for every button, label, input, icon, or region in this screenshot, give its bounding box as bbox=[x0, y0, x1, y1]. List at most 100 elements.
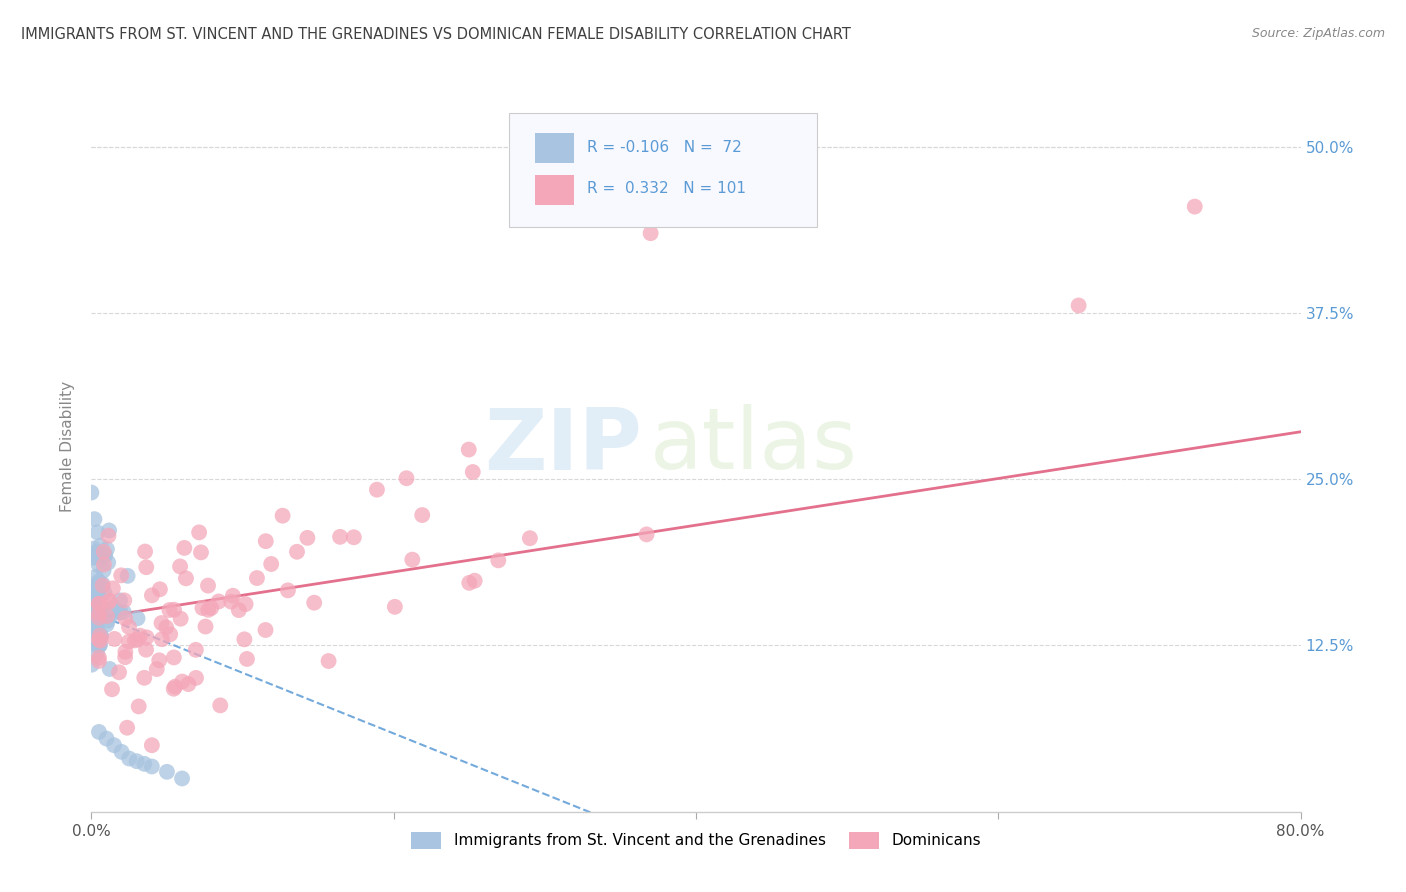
Point bbox=[219, 595, 242, 609]
Point bbox=[157, 603, 180, 617]
Point bbox=[254, 534, 277, 549]
Point bbox=[84, 549, 107, 563]
Point bbox=[172, 674, 194, 689]
Point bbox=[90, 610, 112, 624]
Point bbox=[98, 662, 121, 676]
Point bbox=[93, 545, 115, 559]
Point bbox=[112, 593, 135, 607]
Point bbox=[91, 577, 114, 591]
Point bbox=[114, 645, 136, 659]
Point bbox=[89, 601, 111, 615]
Point bbox=[84, 614, 107, 628]
Point bbox=[208, 594, 231, 608]
Point bbox=[94, 548, 117, 562]
Point bbox=[89, 633, 111, 648]
Point bbox=[222, 589, 245, 603]
Point bbox=[89, 576, 111, 591]
Point bbox=[83, 584, 105, 599]
Point bbox=[169, 612, 191, 626]
Point bbox=[159, 627, 181, 641]
Point bbox=[118, 751, 141, 765]
Point bbox=[127, 632, 149, 647]
Point bbox=[87, 607, 110, 621]
Point bbox=[519, 531, 541, 545]
Point bbox=[91, 578, 114, 592]
Point bbox=[87, 640, 110, 654]
Text: ZIP: ZIP bbox=[484, 404, 641, 488]
Point bbox=[87, 576, 110, 591]
Point bbox=[103, 600, 125, 615]
Point bbox=[173, 541, 195, 555]
Point bbox=[135, 642, 157, 657]
Point bbox=[401, 552, 423, 566]
Point bbox=[110, 568, 132, 582]
Point bbox=[90, 629, 112, 643]
Point bbox=[94, 549, 117, 563]
Point bbox=[194, 619, 217, 633]
Point bbox=[260, 557, 283, 571]
Point bbox=[395, 471, 418, 485]
Point bbox=[148, 653, 170, 667]
Point bbox=[228, 603, 250, 617]
Point bbox=[318, 654, 340, 668]
FancyBboxPatch shape bbox=[536, 175, 574, 204]
Point bbox=[86, 647, 108, 661]
Point bbox=[169, 559, 191, 574]
Point bbox=[100, 607, 122, 622]
Point bbox=[155, 620, 177, 634]
Point bbox=[125, 754, 148, 768]
Point bbox=[141, 738, 163, 752]
Point bbox=[191, 601, 214, 615]
Point bbox=[163, 603, 186, 617]
Text: Source: ZipAtlas.com: Source: ZipAtlas.com bbox=[1251, 27, 1385, 40]
Point bbox=[197, 579, 219, 593]
Point bbox=[145, 662, 167, 676]
Point bbox=[134, 671, 156, 685]
Point bbox=[98, 524, 121, 538]
Point bbox=[83, 588, 105, 602]
Text: IMMIGRANTS FROM ST. VINCENT AND THE GRENADINES VS DOMINICAN FEMALE DISABILITY CO: IMMIGRANTS FROM ST. VINCENT AND THE GREN… bbox=[21, 27, 851, 42]
FancyBboxPatch shape bbox=[509, 113, 817, 227]
Point bbox=[115, 721, 138, 735]
Point bbox=[96, 609, 118, 624]
Point bbox=[172, 772, 194, 786]
Point bbox=[486, 553, 509, 567]
Point bbox=[271, 508, 294, 523]
Point bbox=[246, 571, 269, 585]
Point bbox=[114, 611, 136, 625]
Point bbox=[163, 650, 186, 665]
Point bbox=[87, 597, 110, 611]
Point bbox=[1067, 298, 1090, 312]
Point bbox=[163, 681, 186, 696]
Point bbox=[343, 530, 366, 544]
Point bbox=[87, 632, 110, 647]
Point bbox=[254, 623, 277, 637]
Point bbox=[464, 574, 486, 588]
Point bbox=[108, 665, 131, 680]
Point bbox=[87, 725, 110, 739]
Point bbox=[110, 605, 132, 619]
Point bbox=[149, 582, 172, 597]
Y-axis label: Female Disability: Female Disability bbox=[60, 380, 76, 512]
Point bbox=[87, 654, 110, 668]
Point bbox=[129, 629, 152, 643]
Point bbox=[89, 580, 111, 594]
Text: R = -0.106   N =  72: R = -0.106 N = 72 bbox=[588, 140, 742, 155]
Point bbox=[235, 597, 257, 611]
Point bbox=[277, 583, 299, 598]
Point bbox=[84, 608, 107, 623]
Point bbox=[200, 601, 222, 615]
Point bbox=[83, 512, 105, 526]
Point bbox=[83, 580, 105, 594]
Point bbox=[297, 531, 319, 545]
Point bbox=[93, 558, 115, 572]
Point bbox=[127, 611, 149, 625]
Point bbox=[112, 605, 135, 619]
Point bbox=[86, 586, 108, 600]
Point bbox=[98, 593, 121, 607]
Point bbox=[236, 652, 259, 666]
Point bbox=[87, 627, 110, 641]
Point bbox=[134, 756, 156, 771]
Point bbox=[141, 759, 163, 773]
Point bbox=[461, 465, 484, 479]
